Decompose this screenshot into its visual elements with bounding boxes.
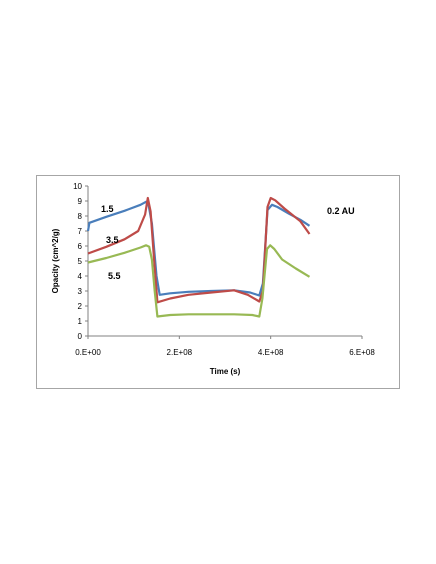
y-axis-ticks: 0 1 2 3 4 5 6 7 8 9 10	[73, 182, 88, 341]
series-annotations: 1.5 3.5 5.5 0.2 AU	[101, 204, 355, 281]
series-annotation: 3.5	[106, 235, 119, 245]
series-lines	[86, 196, 311, 318]
y-tick-label: 7	[78, 227, 83, 236]
y-tick-label: 9	[78, 197, 83, 206]
y-axis-title: Opacity (cm^2/g)	[51, 228, 60, 293]
y-tick-label: 2	[78, 302, 83, 311]
y-tick-label: 8	[78, 212, 83, 221]
y-tick-label: 6	[78, 242, 83, 251]
y-tick-label: 5	[78, 257, 83, 266]
line-chart: 0 1 2 3 4 5 6 7 8 9 10 0.E+00 2.E+08 4.E+08 6.E+08 1.…	[51, 182, 375, 376]
x-tick-label: 4.E+08	[258, 348, 284, 357]
x-tick-label: 0.E+00	[75, 348, 101, 357]
series-line-1-5	[86, 200, 311, 297]
series-annotation: 1.5	[101, 204, 114, 214]
y-tick-label: 1	[78, 317, 83, 326]
y-tick-label: 3	[78, 287, 83, 296]
series-annotation: 0.2 AU	[327, 206, 355, 216]
x-axis-title: Time (s)	[210, 367, 241, 376]
x-tick-label: 2.E+08	[167, 348, 193, 357]
chart-frame: 0 1 2 3 4 5 6 7 8 9 10 0.E+00 2.E+08 4.E+08 6.E+08 1.…	[36, 175, 400, 389]
series-line-3-5	[87, 196, 311, 304]
y-tick-label: 4	[78, 272, 83, 281]
x-tick-label: 6.E+08	[349, 348, 375, 357]
series-annotation: 5.5	[108, 271, 121, 281]
y-tick-label: 0	[78, 332, 83, 341]
x-axis-ticks: 0.E+00 2.E+08 4.E+08 6.E+08	[75, 336, 375, 357]
series-line-5-5	[87, 244, 311, 318]
y-tick-label: 10	[73, 182, 82, 191]
